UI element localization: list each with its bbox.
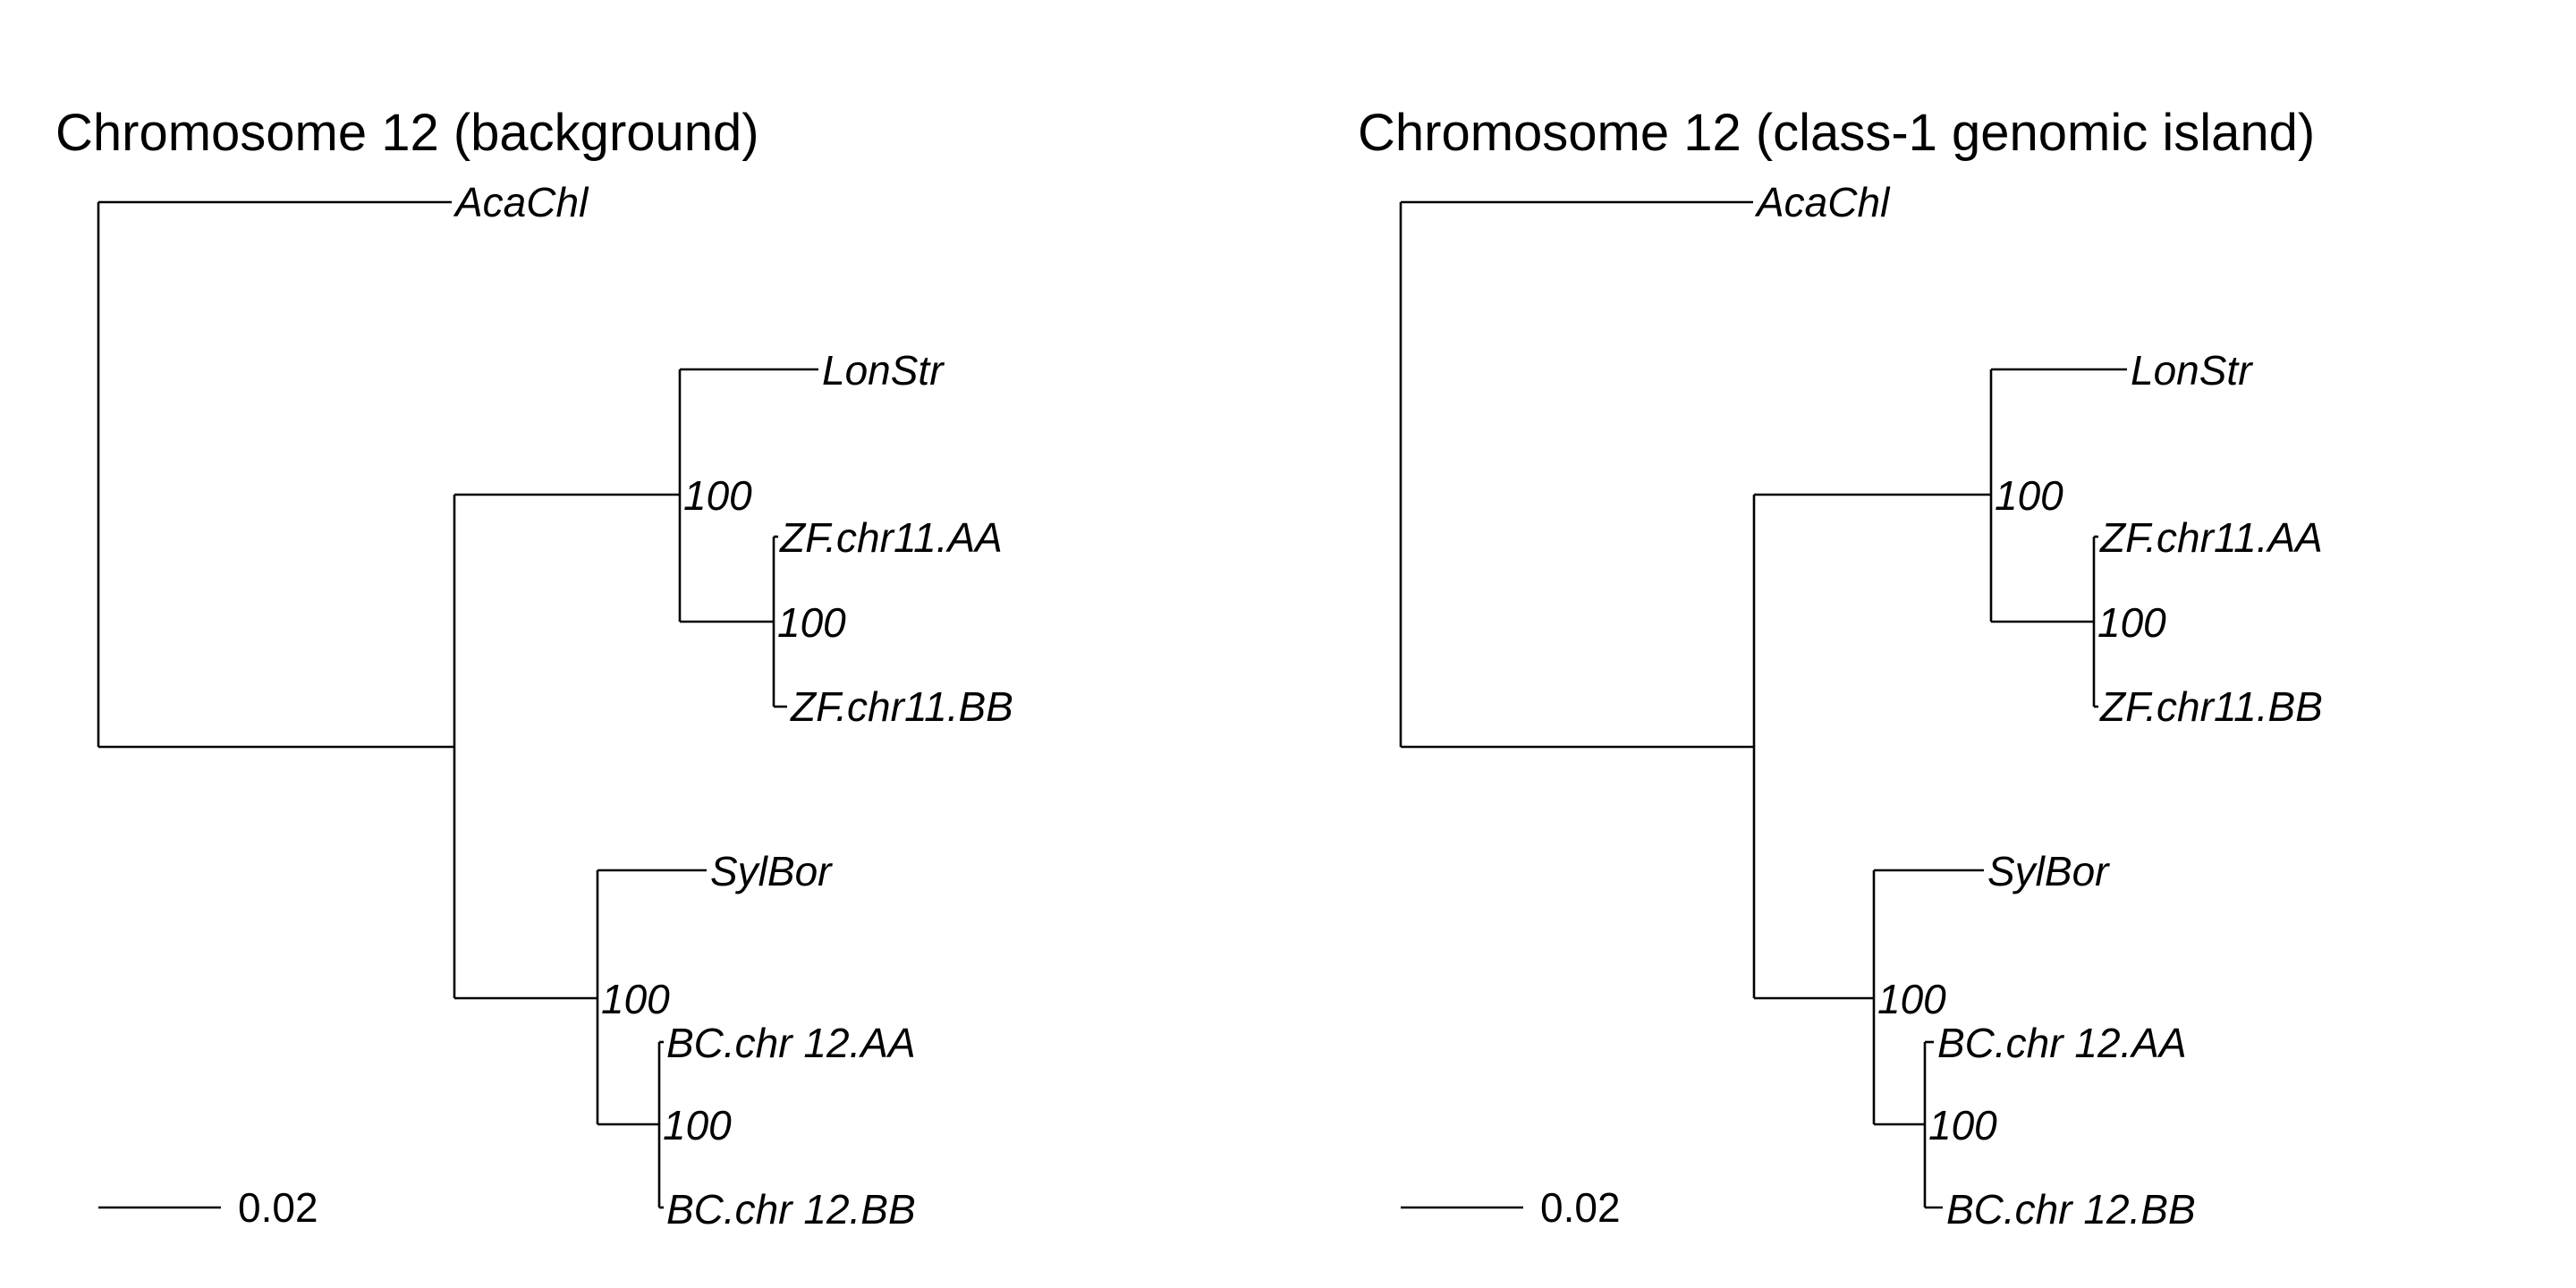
tip-label: SylBor xyxy=(710,848,833,894)
support-value: 100 xyxy=(777,599,846,646)
tip-label: LonStr xyxy=(822,347,945,394)
tip-label: ZF.chr11.AA xyxy=(2099,514,2323,561)
tip-label: AcaChl xyxy=(1754,179,1891,225)
tip-label: ZF.chr11.BB xyxy=(790,683,1013,730)
support-value: 100 xyxy=(1928,1102,1997,1148)
support-value: 100 xyxy=(1995,472,2063,519)
support-value: 100 xyxy=(2097,599,2166,646)
support-value: 100 xyxy=(683,472,752,519)
tip-label: ZF.chr11.AA xyxy=(779,514,1003,561)
tip-label: BC.chr 12.AA xyxy=(1937,1020,2187,1066)
support-value: 100 xyxy=(601,976,670,1022)
tip-label: SylBor xyxy=(1987,848,2110,894)
tip-label: BC.chr 12.BB xyxy=(666,1186,916,1233)
scale-bar-label: 0.02 xyxy=(1540,1184,1621,1231)
support-value: 100 xyxy=(1877,976,1946,1022)
tip-label: ZF.chr11.BB xyxy=(2099,683,2323,730)
support-value: 100 xyxy=(663,1102,732,1148)
tree-title: Chromosome 12 (background) xyxy=(55,104,759,162)
phylogenetic-tree-background: Chromosome 12 (background) AcaChl LonStr… xyxy=(55,104,1013,1233)
scale-bar-label: 0.02 xyxy=(238,1184,318,1231)
tip-label: BC.chr 12.AA xyxy=(666,1020,916,1066)
tip-label: BC.chr 12.BB xyxy=(1946,1186,2196,1233)
phylogenetic-tree-genomic-island: Chromosome 12 (class-1 genomic island) A… xyxy=(1358,104,2323,1233)
tree-title: Chromosome 12 (class-1 genomic island) xyxy=(1358,104,2315,162)
tip-label: AcaChl xyxy=(453,179,589,225)
tip-label: LonStr xyxy=(2131,347,2253,394)
